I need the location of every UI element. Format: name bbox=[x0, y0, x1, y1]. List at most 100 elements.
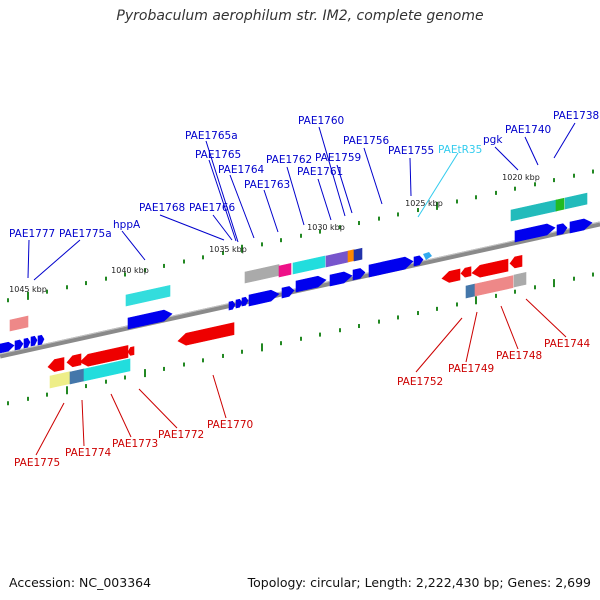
forward-gene bbox=[514, 223, 556, 243]
domain-bar bbox=[510, 199, 558, 222]
leader-line bbox=[417, 152, 459, 218]
domain-bar bbox=[49, 371, 71, 389]
forward-gene bbox=[368, 256, 414, 278]
ruler-label: 1020 kbp bbox=[502, 173, 540, 182]
leader-line bbox=[415, 317, 463, 373]
ruler-label: 1045 kbp bbox=[9, 285, 47, 294]
forward-gene bbox=[329, 271, 353, 287]
leader-line bbox=[409, 157, 412, 197]
gene-label-pae1765a: PAE1765a bbox=[185, 130, 238, 142]
domain-bar bbox=[278, 262, 292, 278]
leader-line bbox=[525, 298, 567, 338]
leader-line bbox=[318, 126, 346, 217]
reverse-gene bbox=[127, 346, 135, 356]
leader-line bbox=[500, 305, 519, 350]
reverse-gene bbox=[79, 345, 129, 367]
leader-line bbox=[212, 374, 227, 419]
gene-label-pae1761: PAE1761 bbox=[297, 166, 343, 178]
leader-line bbox=[121, 230, 146, 261]
reverse-gene bbox=[66, 353, 82, 368]
gene-label-pae1773: PAE1773 bbox=[112, 438, 158, 450]
gene-label-pae1740: PAE1740 bbox=[505, 124, 551, 136]
gene-label-pae1744: PAE1744 bbox=[544, 338, 591, 350]
leader-line bbox=[336, 164, 353, 214]
map-title: Pyrobaculum aerophilum str. IM2, complet… bbox=[116, 8, 484, 24]
gene-label-pae1765: PAE1765 bbox=[195, 149, 241, 161]
forward-gene bbox=[30, 335, 38, 347]
reverse-gene bbox=[441, 268, 461, 283]
gene-label-pae1774: PAE1774 bbox=[65, 447, 112, 459]
gene-label-pae1749: PAE1749 bbox=[448, 363, 494, 375]
leader-line bbox=[553, 122, 576, 159]
gene-label-pae1748: PAE1748 bbox=[496, 350, 542, 362]
forward-gene bbox=[228, 300, 236, 311]
forward-gene bbox=[569, 218, 593, 234]
gene-label-pae1775a: PAE1775a bbox=[59, 228, 112, 240]
forward-gene bbox=[281, 286, 295, 299]
reverse-gene bbox=[509, 254, 523, 269]
leader-line bbox=[205, 140, 239, 243]
domain-bar bbox=[465, 283, 476, 299]
forward-gene bbox=[248, 289, 280, 307]
gene-label-pae1777: PAE1777 bbox=[9, 228, 55, 240]
leader-line bbox=[465, 311, 478, 363]
ruler-labels: 1045 kbp 1040 kbp 1035 kbp 1030 kbp 1025 kbp… bbox=[9, 173, 540, 294]
leader-line bbox=[212, 214, 233, 241]
domain-bar bbox=[125, 284, 171, 307]
reverse-gene bbox=[47, 357, 65, 372]
domain-bar bbox=[83, 358, 131, 382]
forward-gene bbox=[413, 255, 424, 267]
forward-gene bbox=[295, 275, 327, 293]
leader-line bbox=[229, 174, 255, 239]
domain-bar bbox=[9, 315, 29, 332]
forward-gene bbox=[14, 339, 24, 351]
gene-label-pae1759: PAE1759 bbox=[315, 152, 361, 164]
label-leader-lines bbox=[27, 122, 576, 456]
domain-bar bbox=[555, 197, 565, 212]
gene-label-pae1760: PAE1760 bbox=[298, 115, 344, 127]
leader-line bbox=[494, 146, 519, 171]
domain-bar bbox=[292, 255, 326, 275]
forward-gene bbox=[23, 337, 31, 349]
leader-line bbox=[35, 402, 65, 456]
domain-bar bbox=[474, 275, 514, 297]
leader-line bbox=[27, 239, 30, 279]
ruler-label: 1030 kbp bbox=[307, 223, 345, 232]
domain-bar bbox=[69, 368, 85, 385]
leader-line bbox=[286, 166, 305, 226]
leader-line bbox=[208, 159, 237, 242]
domain-bar bbox=[244, 264, 280, 284]
gene-label-pae1752: PAE1752 bbox=[397, 376, 443, 388]
domain-bar bbox=[347, 249, 355, 263]
gene-features bbox=[0, 192, 593, 389]
forward-gene bbox=[241, 296, 249, 307]
gene-label-pae1766: PAE1766 bbox=[189, 202, 236, 214]
gene-label-pae1775: PAE1775 bbox=[14, 457, 60, 469]
reverse-gene bbox=[471, 258, 509, 278]
gene-label-pae1763: PAE1763 bbox=[244, 179, 290, 191]
leader-line bbox=[33, 239, 81, 281]
gene-label-paetr35: PAEtR35 bbox=[438, 144, 482, 156]
gene-label-hppa: hppA bbox=[113, 219, 141, 231]
trna-gene bbox=[423, 252, 432, 260]
domain-bar bbox=[353, 247, 363, 262]
ruler-label: 1025 kbp bbox=[405, 199, 443, 208]
leader-line bbox=[263, 189, 279, 233]
reverse-gene bbox=[460, 266, 472, 278]
reverse-gene bbox=[177, 322, 235, 346]
gene-label-pae1755: PAE1755 bbox=[388, 145, 434, 157]
gene-label-pae1738: PAE1738 bbox=[553, 110, 599, 122]
tick-marks bbox=[7, 169, 594, 406]
leader-line bbox=[317, 178, 332, 221]
leader-line bbox=[363, 147, 383, 205]
forward-gene bbox=[127, 309, 173, 330]
ruler-label: 1035 kbp bbox=[209, 245, 247, 254]
domain-bar bbox=[325, 250, 349, 268]
gene-label-pae1768: PAE1768 bbox=[139, 202, 185, 214]
leader-line bbox=[138, 388, 178, 429]
gene-label-pae1764: PAE1764 bbox=[218, 164, 265, 176]
gene-label-pae1762: PAE1762 bbox=[266, 154, 312, 166]
leader-line bbox=[110, 393, 132, 438]
